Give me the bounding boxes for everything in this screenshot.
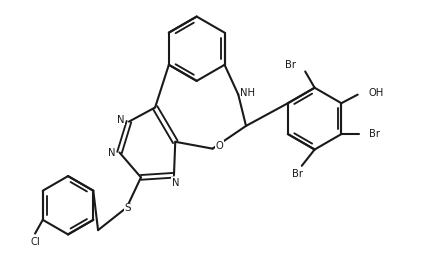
Text: OH: OH <box>369 88 384 98</box>
Text: Br: Br <box>369 129 380 139</box>
Text: Cl: Cl <box>30 237 40 247</box>
Text: N: N <box>172 178 179 188</box>
Text: NH: NH <box>240 88 255 98</box>
Text: S: S <box>125 203 131 213</box>
Text: Br: Br <box>292 169 303 178</box>
Text: N: N <box>118 115 125 125</box>
Text: O: O <box>216 141 223 151</box>
Text: Br: Br <box>285 60 296 70</box>
Text: N: N <box>108 148 115 157</box>
